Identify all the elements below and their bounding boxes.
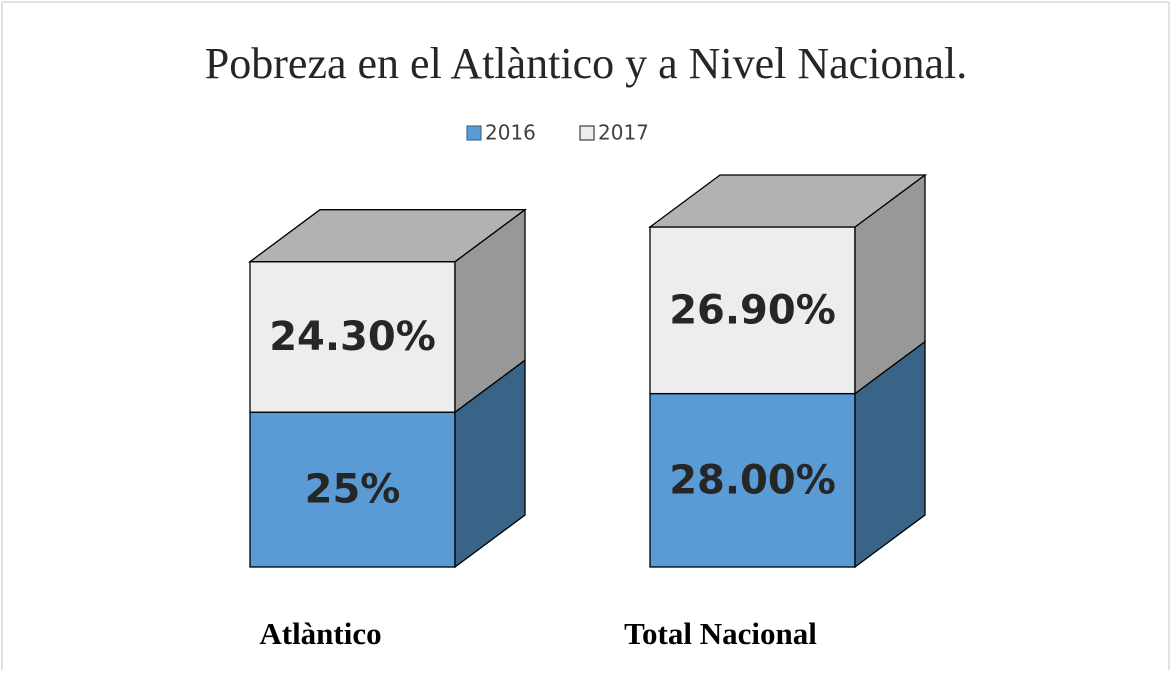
bar-top <box>648 174 927 228</box>
legend-label: 2017 <box>598 121 649 145</box>
bar-front <box>649 226 856 395</box>
bar-front <box>249 261 456 413</box>
x-tick-label: Total Nacional <box>624 616 817 651</box>
data-label: 28.00% <box>669 457 836 503</box>
bar-top <box>248 209 527 263</box>
bar-front <box>249 411 456 568</box>
data-label: 24.30% <box>269 314 436 360</box>
data-label: 25% <box>305 467 401 513</box>
legend-swatch <box>579 125 595 141</box>
legend-label: 2016 <box>485 121 536 145</box>
x-tick-label: Atlàntico <box>259 616 381 651</box>
legend-swatch <box>466 125 482 141</box>
chart-title: Pobreza en el Atlàntico y a Nivel Nacion… <box>205 39 967 88</box>
bar-front <box>649 392 856 568</box>
data-label: 26.90% <box>669 287 836 333</box>
